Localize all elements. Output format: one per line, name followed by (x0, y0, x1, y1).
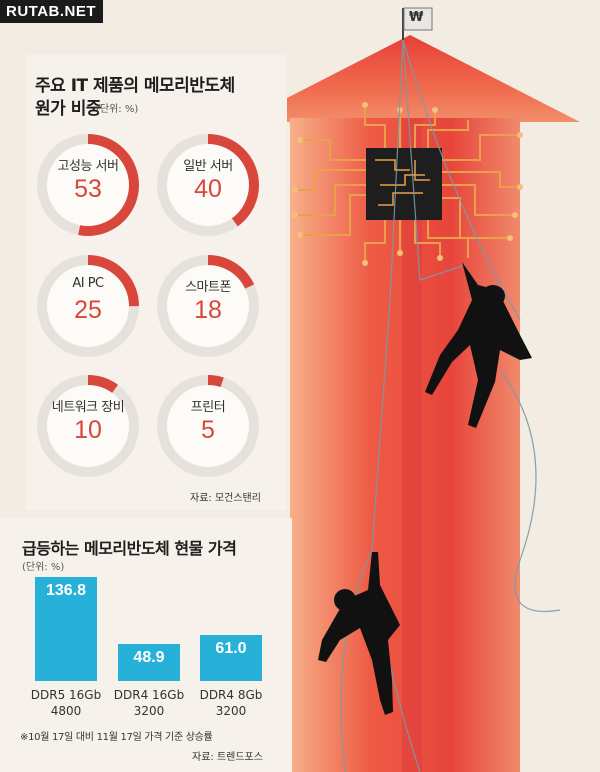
bar-category-line: 4800 (50, 704, 82, 718)
donut-label: 고성능 서버 (57, 159, 119, 174)
donut-slice (37, 375, 139, 477)
donut-value: 5 (201, 416, 215, 444)
climber-illustration-top (425, 262, 532, 428)
donut-label: 네트워크 장비 (51, 400, 125, 415)
donut-unit-label: (단위: %) (96, 104, 139, 115)
bar-category-label: DDR4 16Gb 3200 (109, 687, 189, 719)
donut-ring (37, 134, 139, 236)
climber-illustration-bottom (318, 552, 400, 715)
donut-label: 스마트폰 (185, 280, 231, 295)
bar-chart-title: 급등하는 메모리반도체 현물 가격 (22, 539, 237, 558)
donut-value: 25 (74, 296, 102, 324)
bar-value-label: 61.0 (215, 639, 247, 657)
won-flag (403, 7, 433, 31)
arrow-shaft (290, 118, 520, 772)
donut-chart-title: 주요 IT 제품의 메모리반도체 원가 비중 (35, 75, 235, 121)
bar-value-label: 48.9 (133, 648, 165, 666)
donut-slice (37, 255, 139, 357)
donut-value: 53 (74, 175, 102, 203)
bar-category-label: DDR5 16Gb 4800 (26, 687, 106, 719)
donut-value: 10 (74, 416, 102, 444)
donut-item: 스마트폰 18 (156, 254, 260, 358)
donut-slice (37, 134, 139, 236)
chip-illustration (292, 102, 523, 266)
donut-label: 프린터 (190, 400, 226, 415)
donut-item: 일반 서버 40 (156, 133, 260, 237)
bar-category-line: DDR4 16Gb (113, 688, 185, 702)
bar (200, 634, 262, 681)
donut-slice (157, 134, 259, 236)
donut-source: 자료: 모건스탠리 (190, 493, 261, 504)
donut-item: 프린터 5 (156, 374, 260, 478)
bar-source: 자료: 트렌드포스 (192, 752, 263, 763)
bar-footnote: ※10월 17일 대비 11월 17일 가격 기준 상승률 (20, 732, 213, 743)
arrow-head (240, 35, 580, 140)
donut-ring (157, 255, 259, 357)
bar-category-line: DDR4 8Gb (199, 688, 263, 702)
bar-category-line: DDR5 16Gb (30, 688, 102, 702)
donut-ring (37, 375, 139, 477)
donut-label: 일반 서버 (183, 159, 233, 174)
bar (35, 577, 97, 681)
donut-ring (37, 255, 139, 357)
won-flag-symbol: ₩ (409, 10, 424, 25)
donut-title-line2: 원가 비중 (35, 99, 101, 119)
donut-title-line1: 주요 IT 제품의 메모리반도체 (35, 76, 235, 96)
bar-category-label: DDR4 8Gb 3200 (191, 687, 271, 719)
donut-item: 고성능 서버 53 (36, 133, 140, 237)
donut-item: 네트워크 장비 10 (36, 374, 140, 478)
donut-value: 40 (194, 175, 222, 203)
donut-item: AI PC 25 (36, 254, 140, 358)
bar-unit-label: (단위: %) (22, 562, 65, 573)
donut-value: 18 (194, 296, 222, 324)
watermark: RUTAB.NET (0, 0, 104, 23)
bar-value-label: 136.8 (45, 582, 87, 599)
donut-label: AI PC (72, 276, 104, 291)
bar-category-line: 3200 (215, 704, 247, 718)
donut-slice (157, 375, 259, 477)
bar (118, 643, 180, 681)
donut-slice (157, 255, 259, 357)
donut-ring (157, 375, 259, 477)
bar-category-line: 3200 (133, 704, 165, 718)
donut-ring (157, 134, 259, 236)
